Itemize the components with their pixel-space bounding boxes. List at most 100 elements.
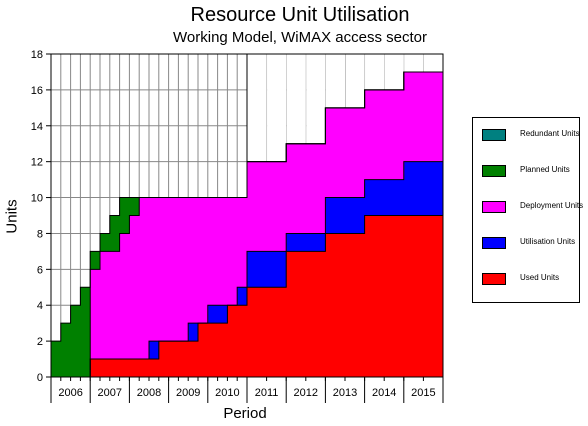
capacity-headroom	[365, 54, 385, 90]
capacity-headroom	[247, 54, 267, 162]
capacity-headroom	[404, 54, 424, 72]
area-segment-used-units	[247, 287, 267, 377]
area-segment-utilisation-units	[149, 341, 160, 360]
area-segment-used-units	[100, 359, 111, 377]
x-tick-label: 2011	[255, 387, 279, 399]
area-segment-deployment-units	[266, 161, 287, 252]
y-axis: 0 2 4 6 8 10 12 14 16 18	[31, 49, 51, 384]
area-segment-utilisation-units	[237, 287, 248, 306]
area-segment-used-units	[129, 359, 140, 377]
y-tick-label: 16	[31, 85, 43, 97]
capacity-headroom	[384, 54, 404, 90]
x-tick-label: 2013	[333, 387, 357, 399]
chart-subtitle: Working Model, WiMAX access sector	[173, 29, 427, 46]
area-segment-utilisation-units	[247, 251, 267, 288]
area-segment-deployment-units	[237, 197, 248, 288]
area-segment-used-units	[237, 305, 248, 377]
area-segment-used-units	[198, 323, 209, 377]
area-segment-utilisation-units	[188, 323, 199, 342]
area-segment-deployment-units	[423, 71, 444, 162]
x-tick-label: 2006	[58, 387, 82, 399]
area-segment-deployment-units	[119, 233, 130, 360]
y-axis-label: Units	[3, 199, 21, 234]
chart-title: Resource Unit Utilisation	[190, 4, 410, 26]
area-segment-used-units	[325, 233, 346, 377]
legend-label-utilisation: Utilisation Units	[520, 237, 576, 246]
area-segment-deployment-units	[364, 89, 385, 180]
y-tick-label: 10	[31, 193, 43, 205]
capacity-headroom	[267, 54, 287, 162]
x-tick-label: 2008	[137, 387, 161, 399]
legend-swatch-redundant	[482, 129, 506, 141]
plot-frame	[50, 53, 444, 378]
area-segment-planned-units	[109, 215, 120, 252]
area-segment-used-units	[139, 359, 150, 377]
x-tick-label: 2012	[294, 387, 318, 399]
area-segment-deployment-units	[149, 197, 160, 342]
x-tick-label: 2010	[215, 387, 239, 399]
area-segment-deployment-units	[345, 107, 365, 198]
area-segment-deployment-units	[247, 161, 267, 252]
area-segment-utilisation-units	[286, 233, 307, 252]
x-tick-label: 2014	[372, 387, 396, 399]
area-segment-used-units	[227, 305, 238, 377]
area-segment-used-units	[90, 359, 101, 377]
area-segment-deployment-units	[168, 197, 179, 342]
y-tick-label: 4	[37, 300, 43, 312]
area-segment-deployment-units	[325, 107, 346, 198]
legend-label-deployment: Deployment Units	[520, 201, 584, 210]
area-segment-utilisation-units	[207, 305, 218, 324]
area-segment-used-units	[305, 251, 326, 377]
area-segment-deployment-units	[188, 197, 199, 324]
area-segment-deployment-units	[198, 197, 209, 324]
area-segment-utilisation-units	[364, 179, 385, 216]
area-segment-planned-units	[51, 341, 62, 377]
area-segment-deployment-units	[305, 143, 326, 234]
x-tick-label: 2015	[411, 387, 435, 399]
area-segment-used-units	[168, 341, 179, 377]
area-segment-deployment-units	[286, 143, 307, 234]
area-segment-used-units	[217, 323, 228, 377]
area-segment-planned-units	[70, 305, 81, 377]
area-segment-used-units	[403, 215, 424, 377]
area-segment-used-units	[207, 323, 218, 377]
area-segment-planned-units	[129, 197, 140, 216]
area-segment-used-units	[364, 215, 385, 377]
legend-swatch-used	[482, 273, 506, 285]
area-segment-deployment-units	[129, 215, 140, 360]
area-segment-planned-units	[90, 251, 101, 270]
legend-label-redundant: Redundant Units	[520, 129, 580, 138]
area-segment-utilisation-units	[384, 179, 405, 216]
y-tick-label: 18	[31, 49, 43, 61]
y-tick-label: 12	[31, 157, 43, 169]
area-segment-used-units	[178, 341, 189, 377]
legend-label-planned: Planned Units	[520, 165, 570, 174]
area-segment-utilisation-units	[325, 197, 346, 234]
area-segment-utilisation-units	[217, 305, 228, 324]
y-tick-label: 14	[31, 121, 43, 133]
area-segment-deployment-units	[217, 197, 228, 306]
area-segment-deployment-units	[158, 197, 169, 342]
x-tick-label: 2009	[176, 387, 200, 399]
area-segment-planned-units	[80, 287, 91, 377]
capacity-headroom	[286, 54, 306, 144]
y-tick-label: 2	[37, 336, 43, 348]
area-segment-used-units	[345, 233, 365, 377]
capacity-headroom	[325, 54, 345, 108]
legend-swatch-deployment	[482, 201, 506, 213]
area-segment-deployment-units	[227, 197, 238, 306]
area-segment-used-units	[286, 251, 307, 377]
area-segment-planned-units	[119, 197, 130, 234]
area-segment-utilisation-units	[403, 161, 424, 216]
y-tick-label: 6	[37, 264, 43, 276]
area-segment-planned-units	[100, 233, 111, 252]
area-segment-deployment-units	[178, 197, 189, 342]
area-segment-deployment-units	[109, 251, 120, 360]
capacity-headroom	[423, 54, 443, 72]
area-segment-used-units	[384, 215, 405, 377]
legend-swatch-utilisation	[482, 237, 506, 249]
area-segment-used-units	[109, 359, 120, 377]
legend-swatch-planned	[482, 165, 506, 177]
x-axis-label: Period	[223, 405, 267, 422]
